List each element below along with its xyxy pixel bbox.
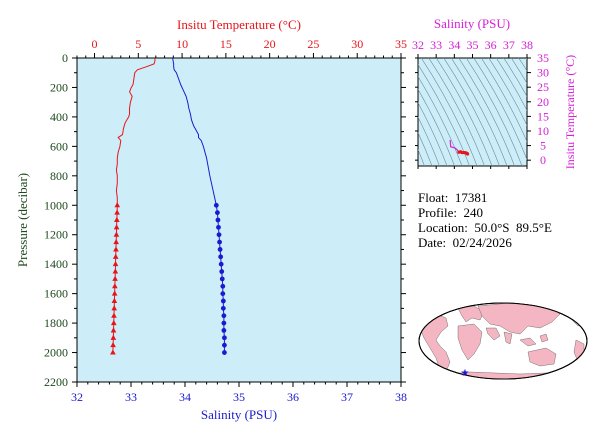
float-location-marker: ★ bbox=[461, 368, 470, 379]
ts-temperature-tick-label: 10 bbox=[537, 124, 549, 138]
salinity-point bbox=[221, 306, 226, 311]
pressure-tick-label: 2200 bbox=[44, 375, 68, 389]
pressure-tick-label: 800 bbox=[50, 169, 68, 183]
temperature-tick-label: 15 bbox=[220, 37, 232, 51]
salinity-point bbox=[219, 262, 224, 267]
temperature-tick-label: 35 bbox=[395, 37, 407, 51]
pressure-tick-label: 1600 bbox=[44, 287, 68, 301]
salinity-tick-label: 33 bbox=[125, 390, 137, 404]
world-map: ★ bbox=[419, 302, 590, 384]
pressure-tick-label: 1400 bbox=[44, 257, 68, 271]
ts-temperature-axis-label: Insitu Temperature (°C) bbox=[563, 55, 577, 169]
salinity-point bbox=[220, 284, 225, 289]
salinity-tick-label: 36 bbox=[287, 390, 299, 404]
temperature-tick-label: 5 bbox=[135, 37, 141, 51]
pressure-tick-label: 0 bbox=[62, 51, 68, 65]
pressure-axis-label: Pressure (decibar) bbox=[15, 173, 30, 267]
temperature-tick-label: 0 bbox=[92, 37, 98, 51]
ts-salinity-tick-label: 35 bbox=[467, 38, 479, 52]
ts-plot-area bbox=[418, 58, 527, 166]
salinity-tick-label: 35 bbox=[233, 390, 245, 404]
ts-salinity-tick-label: 36 bbox=[485, 38, 497, 52]
salinity-tick-label: 32 bbox=[71, 390, 83, 404]
salinity-point bbox=[221, 328, 226, 333]
salinity-point bbox=[219, 269, 224, 274]
salinity-point bbox=[220, 291, 225, 296]
ts-point bbox=[466, 152, 469, 155]
ts-temperature-tick-label: 20 bbox=[537, 95, 549, 109]
salinity-point bbox=[216, 218, 221, 223]
ts-salinity-tick-label: 32 bbox=[412, 38, 424, 52]
temperature-axis-label: Insitu Temperature (°C) bbox=[177, 17, 301, 32]
salinity-point bbox=[222, 343, 227, 348]
ts-temperature-tick-label: 25 bbox=[537, 80, 549, 94]
ts-temperature-tick-label: 15 bbox=[537, 109, 549, 123]
salinity-point bbox=[217, 240, 222, 245]
pressure-tick-label: 400 bbox=[50, 110, 68, 124]
salinity-point bbox=[220, 277, 225, 282]
temperature-tick-label: 20 bbox=[264, 37, 276, 51]
salinity-tick-label: 37 bbox=[341, 390, 353, 404]
pressure-tick-label: 200 bbox=[50, 80, 68, 94]
profile-number: Profile: 240 bbox=[418, 205, 552, 220]
float-id: Float: 17381 bbox=[418, 190, 552, 205]
salinity-point bbox=[222, 335, 227, 340]
location: Location: 50.0°S 89.5°E bbox=[418, 220, 552, 235]
salinity-point bbox=[221, 313, 226, 318]
ts-salinity-tick-label: 33 bbox=[430, 38, 442, 52]
salinity-point bbox=[217, 232, 222, 237]
salinity-point bbox=[221, 321, 226, 326]
ts-temperature-tick-label: 30 bbox=[537, 66, 549, 80]
date: Date: 02/24/2026 bbox=[418, 235, 552, 250]
salinity-point bbox=[222, 350, 227, 355]
salinity-axis-label: Salinity (PSU) bbox=[201, 407, 277, 422]
ts-temperature-tick-label: 35 bbox=[537, 51, 549, 65]
salinity-tick-label: 34 bbox=[179, 390, 191, 404]
ts-salinity-tick-label: 38 bbox=[521, 38, 533, 52]
ts-salinity-tick-label: 37 bbox=[503, 38, 515, 52]
pressure-tick-label: 1800 bbox=[44, 316, 68, 330]
salinity-point bbox=[214, 203, 219, 208]
salinity-point bbox=[221, 299, 226, 304]
pressure-tick-label: 2000 bbox=[44, 346, 68, 360]
pressure-tick-label: 1200 bbox=[44, 228, 68, 242]
salinity-point bbox=[218, 247, 223, 252]
salinity-point bbox=[218, 254, 223, 259]
ts-salinity-tick-label: 34 bbox=[448, 38, 460, 52]
salinity-tick-label: 38 bbox=[395, 390, 407, 404]
pressure-tick-label: 1000 bbox=[44, 198, 68, 212]
float-info: Float: 17381 Profile: 240 Location: 50.0… bbox=[418, 190, 552, 250]
profile-plot-area bbox=[77, 58, 401, 382]
temperature-tick-label: 10 bbox=[176, 37, 188, 51]
salinity-point bbox=[216, 225, 221, 230]
ts-temperature-tick-label: 0 bbox=[540, 153, 546, 167]
ts-temperature-tick-label: 5 bbox=[540, 139, 546, 153]
salinity-point bbox=[215, 210, 220, 215]
pressure-tick-label: 600 bbox=[50, 139, 68, 153]
ts-salinity-axis-label: Salinity (PSU) bbox=[434, 16, 510, 31]
temperature-tick-label: 25 bbox=[307, 37, 319, 51]
temperature-tick-label: 30 bbox=[351, 37, 363, 51]
profile-chart: 0200400600800100012001400160018002000220… bbox=[15, 17, 407, 422]
